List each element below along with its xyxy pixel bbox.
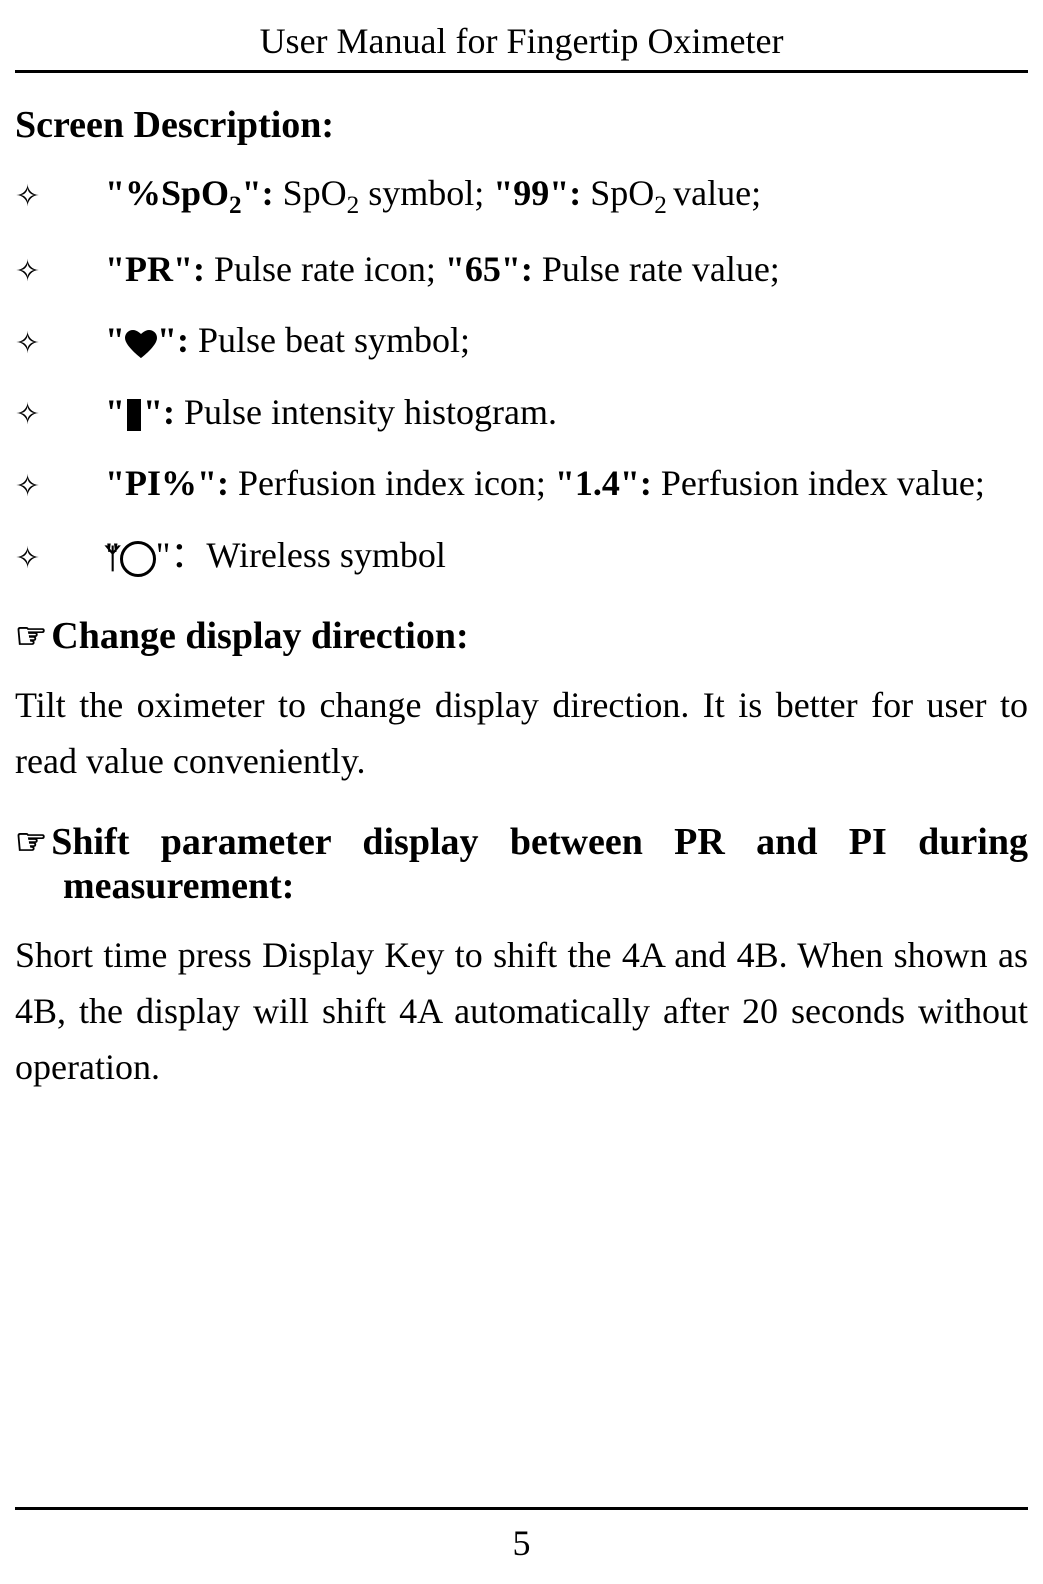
list-item-pi: ✧"PI%": Perfusion index icon; "1.4": Per…	[65, 455, 1028, 513]
change-direction-body: Tilt the oximeter to change display dire…	[15, 678, 1028, 790]
list-item-bar: ✧"": Pulse intensity histogram.	[65, 384, 1028, 442]
page-number: 5	[513, 1523, 531, 1563]
spo2-val-label: "99":	[493, 173, 581, 213]
section-change-direction-heading: ☞Change display direction:	[15, 614, 1028, 658]
pr-val-label: "65":	[445, 249, 533, 289]
shift-param-body: Short time press Display Key to shift th…	[15, 928, 1028, 1095]
diamond-icon: ✧	[65, 320, 105, 368]
pr-val-desc: Pulse rate value;	[533, 249, 780, 289]
shift-param-title: Shift parameter display between PR and P…	[51, 821, 1028, 907]
list-item-heart: ✧"": Pulse beat symbol;	[65, 312, 1028, 370]
diamond-icon: ✧	[65, 248, 105, 296]
screen-description-list: ✧"%SpO2": SpO2 symbol; "99": SpO2 value;…	[15, 165, 1028, 584]
section-shift-param-heading: ☞Shift parameter display between PR and …	[15, 820, 1028, 908]
wireless-icon: ᛉ	[120, 541, 156, 577]
pi-val-desc: Perfusion index value;	[652, 463, 985, 503]
page-footer: 5	[15, 1507, 1028, 1564]
pr-label: "PR":	[105, 249, 205, 289]
list-item-pr: ✧"PR": Pulse rate icon; "65": Pulse rate…	[65, 241, 1028, 299]
wireless-quote: "ᛉ"：	[105, 535, 206, 575]
spo2-label: "%SpO2":	[105, 173, 274, 213]
page-header: User Manual for Fingertip Oximeter	[15, 20, 1028, 73]
header-title: User Manual for Fingertip Oximeter	[260, 21, 784, 61]
heart-desc: Pulse beat symbol;	[189, 320, 470, 360]
diamond-icon: ✧	[65, 535, 105, 583]
pi-val-label: "1.4":	[555, 463, 652, 503]
bar-desc: Pulse intensity histogram.	[175, 392, 557, 432]
pointer-icon: ☞	[15, 616, 47, 656]
list-item-spo2: ✧"%SpO2": SpO2 symbol; "99": SpO2 value;	[65, 165, 1028, 227]
diamond-icon: ✧	[65, 391, 105, 439]
heart-quote: "":	[105, 320, 189, 360]
wireless-desc: Wireless symbol	[206, 535, 446, 575]
pi-label: "PI%":	[105, 463, 229, 503]
bar-icon	[127, 399, 141, 431]
change-direction-title: Change display direction:	[51, 615, 468, 657]
heart-icon	[125, 330, 157, 358]
section-screen-description-title: Screen Description:	[15, 103, 1028, 147]
spo2-val-desc: SpO2 value;	[581, 173, 761, 213]
spo2-desc: SpO2 symbol;	[274, 173, 494, 213]
diamond-icon: ✧	[65, 463, 105, 511]
pointer-icon: ☞	[15, 822, 47, 862]
pi-desc: Perfusion index icon;	[229, 463, 555, 503]
list-item-wireless: ✧"ᛉ"：Wireless symbol	[65, 527, 1028, 585]
pr-desc: Pulse rate icon;	[205, 249, 445, 289]
bar-quote: "":	[105, 392, 175, 432]
diamond-icon: ✧	[65, 173, 105, 221]
